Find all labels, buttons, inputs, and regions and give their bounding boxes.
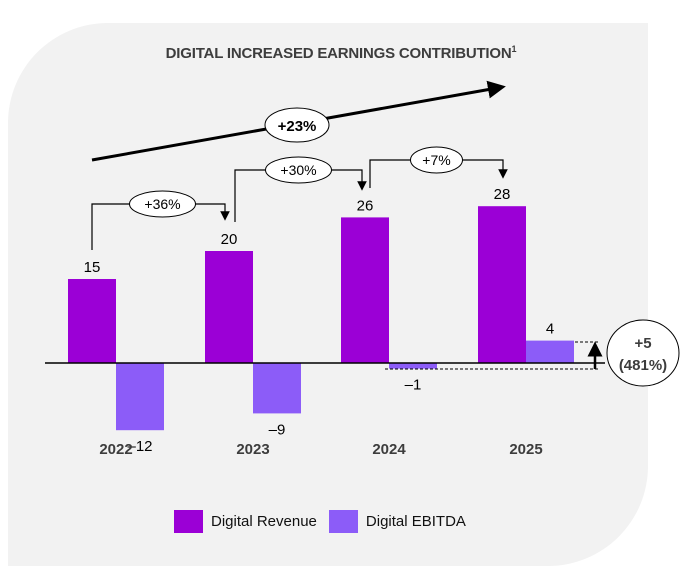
title-footnote-marker: 1 [511, 44, 517, 54]
bar-ebitda-2022 [116, 363, 164, 431]
data-label-ebitda-2024: –1 [405, 377, 422, 394]
chart-title-text: DIGITAL INCREASED EARNINGS CONTRIBUTION [165, 45, 512, 62]
data-label-ebitda-2025: 4 [546, 321, 554, 338]
legend-swatch-revenue [174, 510, 203, 533]
legend-label-revenue: Digital Revenue [211, 513, 317, 530]
legend: Digital Revenue Digital EBITDA [174, 510, 478, 533]
yoy-growth-label-3: +7% [422, 152, 450, 168]
ebitda-change-percent: (481%) [619, 357, 667, 374]
x-tick-label-2024: 2024 [372, 441, 406, 458]
x-tick-label-2023: 2023 [236, 441, 269, 458]
yoy-growth-bubble-1 [129, 190, 196, 218]
bar-revenue-2022 [68, 279, 116, 363]
bar-ebitda-2023 [253, 363, 301, 414]
overall-growth-label: +23% [278, 118, 317, 135]
data-label-revenue-2023: 20 [221, 231, 238, 248]
x-tick-label-2022: 2022 [99, 441, 132, 458]
ebitda-change-bubble [606, 319, 680, 387]
legend-swatch-ebitda [328, 510, 358, 533]
x-tick-label-2025: 2025 [509, 441, 542, 458]
bar-ebitda-2024 [389, 363, 437, 369]
bar-revenue-2023 [205, 251, 253, 363]
legend-item-digital-ebitda: Digital EBITDA [328, 510, 466, 533]
data-label-revenue-2022: 15 [84, 259, 101, 276]
data-label-revenue-2024: 26 [357, 197, 374, 214]
ebitda-change-value: +5 [634, 335, 651, 352]
legend-label-ebitda: Digital EBITDA [365, 513, 466, 530]
yoy-growth-bubble-2 [265, 156, 332, 184]
data-label-ebitda-2023: –9 [269, 421, 286, 438]
chart-title: DIGITAL INCREASED EARNINGS CONTRIBUTION1 [0, 44, 682, 62]
data-label-revenue-2025: 28 [494, 186, 511, 203]
bar-revenue-2024 [341, 217, 389, 363]
data-label-ebitda-2022: –12 [127, 438, 152, 455]
legend-item-digital-revenue: Digital Revenue [174, 510, 317, 533]
overall-growth-bubble [264, 107, 330, 143]
yoy-growth-bubble-3 [410, 146, 463, 174]
yoy-growth-label-2: +30% [280, 162, 316, 178]
yoy-growth-label-1: +36% [144, 196, 180, 212]
bar-revenue-2025 [478, 206, 526, 363]
bar-ebitda-2025 [526, 340, 574, 363]
